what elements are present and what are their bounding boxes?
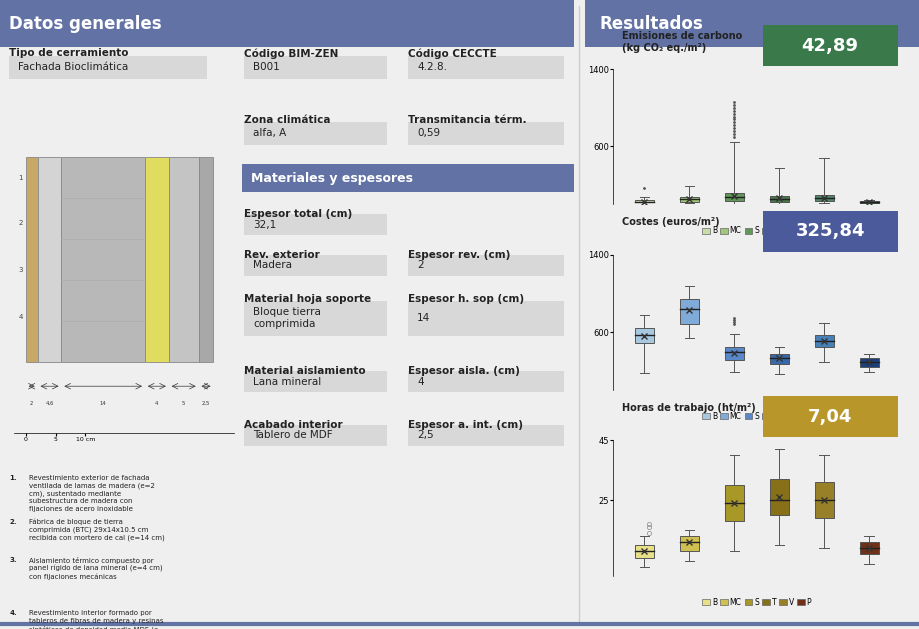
Bar (725, 193, 743, 201)
Text: 325,84: 325,84 (796, 222, 865, 240)
Text: 14: 14 (417, 313, 430, 323)
Text: 2,5: 2,5 (417, 430, 434, 440)
Bar (859, 201, 879, 204)
Text: Bloque tierra
comprimida: Bloque tierra comprimida (254, 308, 321, 329)
Bar (859, 542, 879, 555)
Bar (199, 157, 213, 362)
Text: Materiales y espesores: Materiales y espesores (252, 172, 414, 184)
Bar (770, 196, 789, 202)
Bar (38, 157, 62, 362)
Text: Datos generales: Datos generales (9, 14, 162, 33)
Text: 14: 14 (100, 401, 107, 406)
Text: 4.: 4. (9, 610, 17, 616)
Text: Revestimiento exterior de fachada
ventilada de lamas de madera (e=2
cm), sustent: Revestimiento exterior de fachada ventil… (29, 475, 155, 512)
Text: Resultados: Resultados (599, 14, 703, 33)
Bar (635, 200, 654, 203)
Bar (680, 197, 698, 202)
Text: Lana mineral: Lana mineral (254, 377, 322, 387)
Text: Código CECCTE: Código CECCTE (408, 48, 496, 58)
Bar (680, 299, 698, 325)
Text: 2: 2 (417, 260, 424, 270)
Text: 4: 4 (18, 314, 23, 320)
Text: 7,04: 7,04 (808, 408, 852, 426)
Text: Madera: Madera (254, 260, 292, 270)
Text: 5: 5 (182, 401, 186, 406)
Legend: B, MC, S, T, V, P: B, MC, S, T, V, P (699, 594, 814, 610)
Text: Espesor total (cm): Espesor total (cm) (244, 209, 352, 219)
Bar (62, 157, 145, 362)
Text: Material aislamiento: Material aislamiento (244, 366, 366, 376)
Text: 4: 4 (155, 401, 159, 406)
Text: Fábrica de bloque de tierra
comprimida (BTC) 29x14x10.5 cm
recibida con mortero : Fábrica de bloque de tierra comprimida (… (29, 519, 165, 542)
Text: alfa, A: alfa, A (254, 128, 287, 138)
Text: Espesor h. sop (cm): Espesor h. sop (cm) (408, 294, 524, 304)
Text: Espesor aisla. (cm): Espesor aisla. (cm) (408, 366, 519, 376)
Bar (145, 157, 169, 362)
Text: Código BIM-ZEN: Código BIM-ZEN (244, 48, 338, 58)
Legend: B, MC, S, T, V, P: B, MC, S, T, V, P (699, 223, 814, 238)
Text: Material hoja soporte: Material hoja soporte (244, 294, 371, 304)
Text: 4: 4 (417, 377, 424, 387)
Bar (815, 482, 834, 518)
Bar (815, 335, 834, 347)
Text: Fachada Bioclimática: Fachada Bioclimática (18, 62, 129, 72)
Text: Espesor a. int. (cm): Espesor a. int. (cm) (408, 420, 523, 430)
Text: Tablero de MDF: Tablero de MDF (254, 430, 333, 440)
Bar (680, 537, 698, 552)
Text: Acabado interior: Acabado interior (244, 420, 343, 430)
Text: Transmitancia térm.: Transmitancia térm. (408, 114, 527, 125)
Text: 3.: 3. (9, 557, 17, 563)
Text: Aislamiento térmico compuesto por
panel rígido de lana mineral (e=4 cm)
con fija: Aislamiento térmico compuesto por panel … (29, 557, 163, 581)
Text: Zona climática: Zona climática (244, 114, 331, 125)
Text: Emisiones de carbono
(kg CO₂ eq./m²): Emisiones de carbono (kg CO₂ eq./m²) (622, 31, 743, 53)
Text: 2: 2 (30, 401, 33, 406)
Text: 1.: 1. (9, 475, 17, 481)
Text: 0,59: 0,59 (417, 128, 440, 138)
Text: Espesor rev. (cm): Espesor rev. (cm) (408, 250, 510, 260)
Bar (815, 195, 834, 201)
Text: Tipo de cerramiento: Tipo de cerramiento (9, 48, 129, 58)
Text: 2: 2 (18, 220, 23, 226)
Bar (169, 157, 199, 362)
Text: Horas de trabajo (ht/m²): Horas de trabajo (ht/m²) (622, 403, 756, 413)
Bar (635, 545, 654, 557)
Legend: B, MC, S, T, V, P: B, MC, S, T, V, P (699, 409, 814, 424)
Text: 1: 1 (18, 175, 23, 181)
Text: 2,5: 2,5 (202, 401, 210, 406)
Bar (725, 486, 743, 521)
Bar (770, 353, 789, 364)
Bar (26, 157, 38, 362)
Text: 3: 3 (18, 267, 23, 273)
Text: Rev. exterior: Rev. exterior (244, 250, 320, 260)
Text: 42,89: 42,89 (801, 36, 858, 55)
Text: Revestimiento interior formado por
tableros de fibras de madera y resinas
sintét: Revestimiento interior formado por table… (29, 610, 165, 629)
Bar (725, 347, 743, 360)
Text: 4,6: 4,6 (45, 401, 53, 406)
Text: B001: B001 (254, 62, 280, 72)
Bar (635, 328, 654, 343)
Text: 32,1: 32,1 (254, 220, 277, 230)
Text: Costes (euros/m²): Costes (euros/m²) (622, 217, 720, 227)
Text: 2.: 2. (9, 519, 17, 525)
Text: 4.2.8.: 4.2.8. (417, 62, 447, 72)
Bar (770, 479, 789, 515)
Bar (859, 358, 879, 367)
